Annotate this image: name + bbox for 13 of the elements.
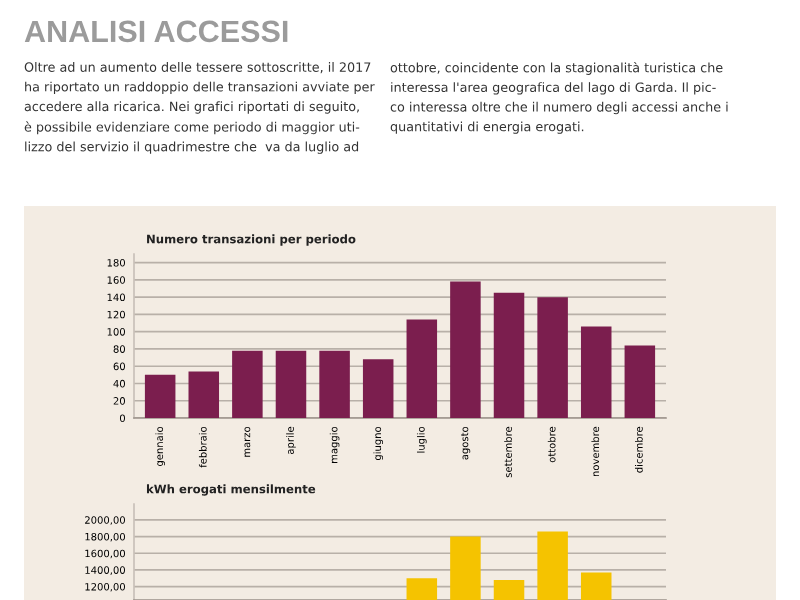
bar [537, 297, 568, 418]
bar [450, 281, 481, 418]
bar [493, 292, 525, 418]
bar [580, 326, 612, 418]
bar [275, 350, 307, 418]
bar [144, 374, 176, 418]
bar [319, 350, 350, 418]
bar [406, 319, 438, 418]
text: ANALISI ACCESSI [24, 20, 288, 43]
bar [624, 345, 656, 418]
bar [188, 371, 220, 418]
bar [362, 359, 394, 418]
bar [232, 350, 263, 418]
